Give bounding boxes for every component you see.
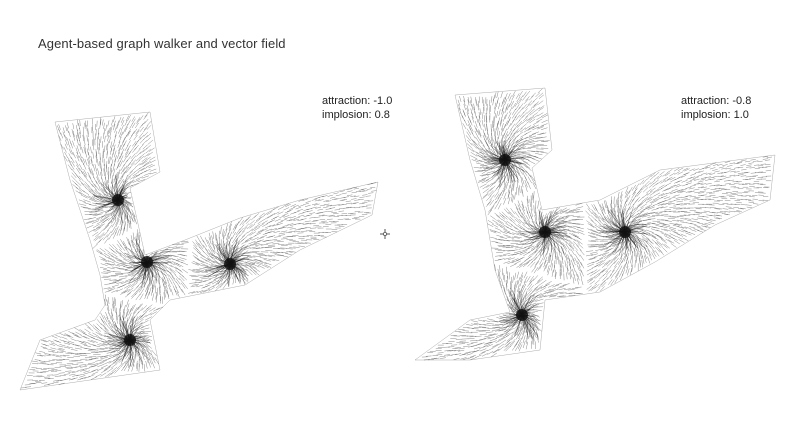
crosshair-cursor-icon [380,229,390,239]
attraction-label: attraction: -0.8 [681,95,752,107]
implosion-label: implosion: 0.8 [322,109,390,121]
params-left: attraction: -1.0 implosion: 0.8 [322,94,392,122]
implosion-label: implosion: 1.0 [681,109,749,121]
page-title: Agent-based graph walker and vector fiel… [38,36,286,51]
attraction-label: attraction: -1.0 [322,95,393,107]
params-right: attraction: -0.8 implosion: 1.0 [681,94,751,122]
